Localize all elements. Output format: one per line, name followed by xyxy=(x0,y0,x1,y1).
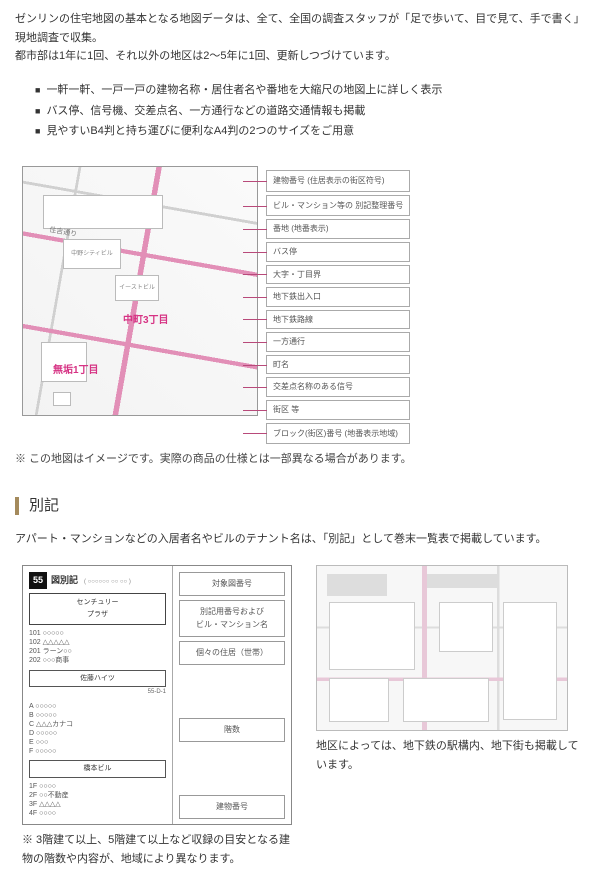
betsu-label: 建物番号 xyxy=(179,795,285,819)
station-map-image xyxy=(316,565,568,731)
legend-item: バス停 xyxy=(266,242,410,262)
legend-item: 大字・丁目界 xyxy=(266,265,410,285)
betsu-label: 対象図番号 xyxy=(179,572,285,596)
sample-map-image: 中野シティビル イーストビル 住吉通り 中町3丁目 無垢1丁目 xyxy=(22,166,258,416)
feature-item: 一軒一軒、一戸一戸の建物名称・居住者名や番地を大縮尺の地図上に詳しく表示 xyxy=(35,81,586,100)
betsu-intro: アパート・マンションなどの入居者名やビルのテナント名は、「別記」として巻末一覧表… xyxy=(15,530,586,549)
legend-item: 街区 等 xyxy=(266,400,410,420)
legend-item: ビル・マンション等の 別記整理番号 xyxy=(266,195,410,217)
legend-item: 建物番号 (住居表示の街区符号) xyxy=(266,170,410,192)
station-note: 地区によっては、地下鉄の駅構内、地下街も掲載しています。 xyxy=(316,737,586,774)
betsu-note: ※ 3階建て以上、5階建て以上など収録の目安となる建物の階数や内容が、地域により… xyxy=(22,831,292,868)
legend-item: 町名 xyxy=(266,355,410,375)
legend-item: 交差点名称のある信号 xyxy=(266,377,410,397)
map-legend: 建物番号 (住居表示の街区符号) ビル・マンション等の 別記整理番号 番地 (地… xyxy=(266,166,410,444)
betsu-label: 個々の住居（世帯） xyxy=(179,641,285,665)
betsu-label: 階数 xyxy=(179,718,285,742)
district-label: 無垢1丁目 xyxy=(53,362,99,379)
feature-item: バス停、信号機、交差点名、一方通行などの道路交通情報も掲載 xyxy=(35,102,586,121)
legend-item: 地下鉄路線 xyxy=(266,310,410,330)
betsu-sample-image: 55 図別記 ( ○○○○○○ ○○ ○○ ) センチュリー プラザ 101 ○… xyxy=(22,565,292,825)
legend-item: 番地 (地番表示) xyxy=(266,219,410,239)
betsu-label: 別記用番号および ビル・マンション名 xyxy=(179,600,285,637)
legend-item: 一方通行 xyxy=(266,332,410,352)
legend-item: ブロック(街区)番号 (地番表示地域) xyxy=(266,423,410,445)
map-disclaimer: ※ この地図はイメージです。実際の商品の仕様とは一部異なる場合があります。 xyxy=(15,450,586,469)
legend-item: 地下鉄出入口 xyxy=(266,287,410,307)
section-heading: 別記 xyxy=(29,493,59,519)
feature-list: 一軒一軒、一戸一戸の建物名称・居住者名や番地を大縮尺の地図上に詳しく表示 バス停… xyxy=(35,81,586,141)
heading-accent-bar xyxy=(15,497,19,515)
district-label: 中町3丁目 xyxy=(123,312,169,329)
intro-p2: 都市部は1年に1回、それ以外の地区は2～5年に1回、更新しつづけています。 xyxy=(15,47,586,66)
intro-p1: ゼンリンの住宅地図の基本となる地図データは、全て、全国の調査スタッフが「足で歩い… xyxy=(15,10,586,47)
feature-item: 見やすいB4判と持ち運びに便利なA4判の2つのサイズをご用意 xyxy=(35,122,586,141)
